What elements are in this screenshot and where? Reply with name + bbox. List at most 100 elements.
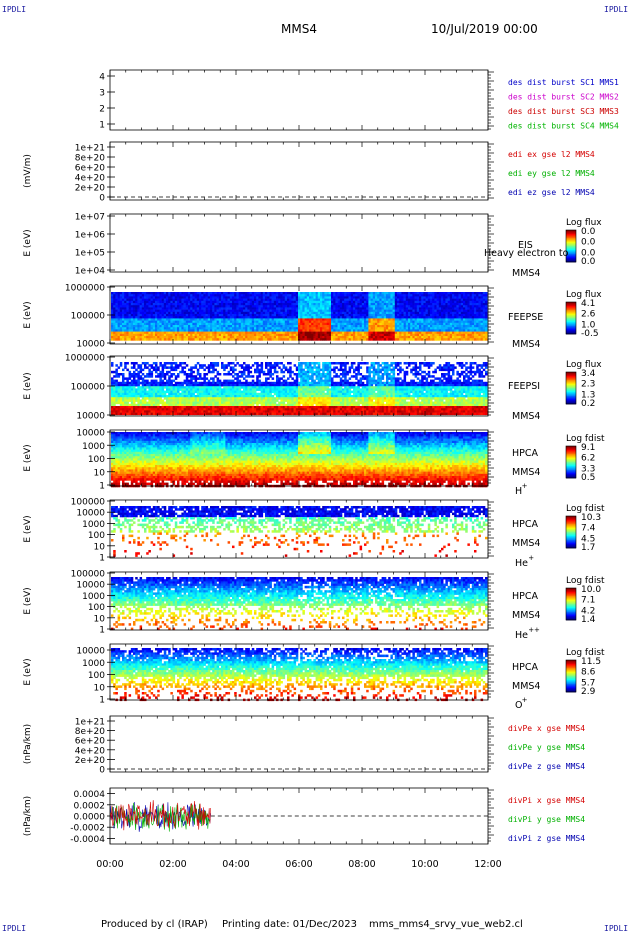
spectrogram-cell (353, 303, 356, 306)
colorbar-value-eis: 0.0 (581, 257, 596, 267)
spectrogram-cell (225, 322, 228, 326)
spectrogram-cell (317, 333, 321, 337)
spectrogram-cell (403, 327, 407, 330)
spectrogram-cell (443, 318, 446, 321)
spectrogram-cell (139, 386, 143, 389)
spectrogram-cell (344, 307, 347, 310)
spectrogram-cell (214, 309, 217, 313)
spectrogram-cell (401, 318, 404, 321)
spectrogram-cell (353, 298, 356, 302)
spectrogram-cell (152, 316, 156, 319)
spectrogram-cell (348, 336, 352, 339)
spectrogram-cell (157, 373, 160, 376)
spectrogram-cell (476, 322, 479, 326)
spectrogram-cell (163, 318, 167, 321)
spectrogram-cell (117, 303, 121, 306)
spectrogram-cell (430, 316, 433, 319)
spectrogram-cell (122, 406, 125, 409)
spectrogram-cell (463, 338, 466, 341)
spectrogram-cell (168, 379, 171, 383)
spectrogram-cell (291, 333, 294, 337)
spectrogram-cell (170, 294, 173, 297)
spectrogram-cell (179, 403, 182, 407)
spectrogram-cell (430, 325, 433, 328)
spectrogram-cell (185, 384, 189, 387)
spectrogram-cell (300, 309, 303, 313)
spectrogram-cell (311, 329, 314, 332)
spectrogram-cell (368, 294, 371, 297)
spectrogram-cell (159, 292, 162, 295)
spectrogram-cell (190, 388, 193, 391)
spectrogram-cell (124, 336, 127, 339)
spectrogram-cell (144, 309, 147, 313)
spectrogram-cell (188, 294, 191, 297)
spectrogram-cell (161, 309, 165, 313)
spectrogram-cell (221, 314, 224, 317)
spectrogram-cell (469, 333, 473, 337)
spectrogram-cell (383, 316, 387, 319)
spectrogram-cell (342, 331, 345, 335)
spectrogram-cell (159, 305, 162, 308)
spectrogram-cell (282, 296, 286, 299)
spectrogram-cell (111, 331, 114, 335)
spectrogram-cell (282, 307, 286, 310)
spectrogram-cell (350, 320, 354, 324)
spectrogram-cell (240, 311, 244, 315)
spectrogram-cell (122, 408, 125, 411)
spectrogram-cell (353, 327, 356, 330)
spectrogram-cell (177, 325, 180, 328)
spectrogram-cell (170, 384, 173, 387)
spectrogram-cell (386, 307, 389, 310)
spectrogram-cell (414, 294, 418, 297)
spectrogram-cell (326, 333, 330, 337)
spectrogram-cell (170, 316, 173, 319)
spectrogram-cell (260, 305, 264, 308)
spectrogram-cell (155, 300, 158, 304)
spectrogram-cell (130, 395, 134, 398)
spectrogram-cell (320, 311, 323, 315)
spectrogram-cell (119, 362, 123, 365)
spectrogram-cell (375, 331, 378, 335)
spectrogram-cell (302, 336, 305, 339)
spectrogram-cell (161, 298, 165, 302)
spectrogram-cell (392, 314, 396, 317)
spectrogram-cell (313, 305, 316, 308)
spectrogram-cell (348, 292, 352, 295)
spectrogram-cell (430, 311, 433, 315)
spectrogram-cell (199, 329, 202, 332)
spectrogram-cell (179, 309, 182, 313)
spectrogram-cell (403, 309, 407, 313)
spectrogram-cell (366, 318, 369, 321)
spectrogram-cell (124, 292, 127, 295)
spectrogram-cell (247, 333, 250, 337)
spectrogram-cell (392, 294, 396, 297)
spectrogram-cell (287, 292, 290, 295)
spectrogram-cell (188, 305, 191, 308)
spectrogram-cell (271, 311, 275, 315)
spectrogram-cell (207, 331, 211, 335)
spectrogram-cell (177, 305, 180, 308)
spectrogram-cell (471, 307, 475, 310)
spectrogram-cell (181, 370, 184, 374)
spectrogram-cell (128, 395, 132, 398)
spectrogram-cell (148, 307, 151, 310)
spectrogram-cell (456, 300, 459, 304)
spectrogram-cell (157, 384, 160, 387)
spectrogram-cell (199, 300, 202, 304)
legend-entry-burst: des dist burst SC4 MMS4 (508, 122, 619, 131)
spectrogram-cell (218, 322, 222, 326)
spectrogram-cell (390, 325, 393, 328)
spectrogram-cell (397, 300, 400, 304)
spectrogram-cell (410, 292, 413, 295)
spectrogram-cell (148, 401, 151, 405)
spectrogram-cell (243, 303, 246, 306)
spacecraft-label-eis: MMS4 (512, 268, 540, 279)
spectrogram-cell (460, 309, 464, 313)
spectrogram-cell (201, 410, 204, 413)
spectrogram-cell (337, 305, 341, 308)
spectrogram-cell (273, 309, 277, 313)
spectrogram-cell (386, 322, 389, 326)
spectrogram-cell (122, 316, 125, 319)
spectrogram-cell (133, 408, 136, 411)
spectrogram-cell (344, 292, 347, 295)
